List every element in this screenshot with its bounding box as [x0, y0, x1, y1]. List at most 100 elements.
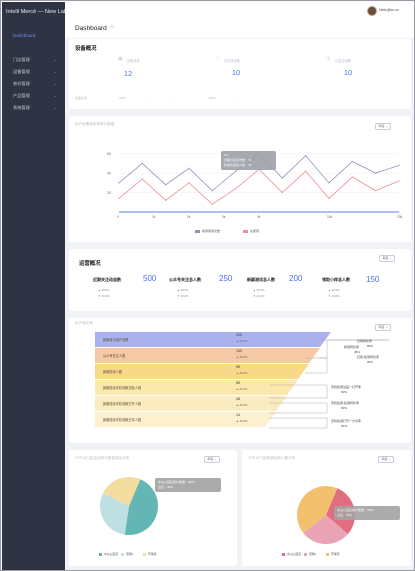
funnel-stage-value: 48: [236, 397, 240, 401]
chevron-down-icon: ⌄: [53, 57, 57, 62]
conversion-label: 扫码-检测转化率 90%: [357, 355, 379, 365]
funnel-stage-sub: ▲ 20.5%: [236, 419, 248, 423]
pie-slice: [297, 486, 338, 533]
pie-title: TOP10门店新颖检测人数分布: [248, 456, 296, 460]
conversion-bracket: [305, 357, 328, 374]
pie-chart: [100, 477, 159, 535]
funnel-stage: [95, 332, 331, 347]
sidebar-item-coupons[interactable]: 券价管理 ⌄: [13, 81, 61, 87]
chevron-down-icon[interactable]: ⌄: [169, 96, 172, 100]
funnel-stage-value: 200: [236, 333, 242, 337]
data-point: [141, 178, 143, 180]
legend-swatch: [304, 553, 307, 556]
stat-label: 设备总数: [127, 59, 140, 63]
tooltip-line: 占比：46%: [158, 485, 174, 489]
stat-value: 10: [343, 68, 353, 77]
funnel-stage: [95, 380, 298, 395]
dropdown-label: 年度: [382, 256, 389, 260]
pie-slice: [124, 479, 159, 535]
data-point: [165, 184, 167, 186]
data-point: [375, 172, 377, 174]
funnel-stage-label: 新颖检测人数: [103, 370, 123, 374]
x-tick-label: 10k: [327, 215, 333, 219]
avatar[interactable]: [367, 6, 377, 16]
conversion-label: 扫码转化率 80%: [357, 339, 373, 349]
tooltip-line: 近期日最高次数：78: [224, 158, 252, 162]
sidebar-item-dashboard[interactable]: Dashboard: [13, 33, 36, 38]
legend-swatch: [99, 553, 102, 556]
stat-label: 已激活设备: [335, 59, 351, 63]
funnel-stage-sub: ▲ 20.5%: [236, 371, 248, 375]
x-tick-label: 2k: [187, 215, 191, 219]
data-point: [328, 182, 330, 184]
conversion-name: 手机检测-检测转化率: [331, 401, 359, 405]
data-point: [281, 191, 283, 194]
y-tick-label: 20: [107, 191, 111, 195]
filter-value[interactable]: 8009: [209, 96, 216, 100]
ops-label: 公众号关注总人数: [169, 277, 201, 282]
legend-label: 南翔1: [309, 552, 317, 556]
legend-swatch: [195, 230, 200, 233]
funnel-stage-sub: ▲ 20.5%: [236, 387, 248, 391]
legend-swatch: [282, 553, 285, 556]
sidebar-item-stores[interactable]: 门店管理 ⌄: [13, 57, 61, 63]
sidebar: Intelli Mercé — New Lab Dashboard 门店管理 ⌄ …: [2, 2, 67, 570]
dropdown-label: 年度: [378, 124, 385, 128]
legend-label: 环球港: [331, 552, 340, 556]
ops-sub-value: 20.5%: [331, 288, 340, 292]
ops-value: 150: [366, 275, 380, 284]
stat-value: 10: [231, 68, 241, 77]
sidebar-item-label: 设备管理: [13, 69, 30, 74]
sidebar-item-devices[interactable]: 设备管理 ⌄: [13, 69, 61, 75]
data-point: [398, 180, 400, 182]
funnel-stage-sub: ▲ 20.5%: [236, 339, 248, 343]
data-point: [188, 167, 190, 169]
conversion-name: 手机检测试品一打开率: [331, 385, 362, 389]
chevron-down-icon: ⌄: [53, 81, 57, 86]
conversion-bracket: [269, 402, 328, 414]
trend-title: 用户设备使用率统计数据: [75, 122, 115, 126]
legend-label: 新颖使用次数: [202, 229, 221, 233]
ops-value: 250: [219, 274, 233, 283]
funnel-stage-value: 96: [236, 365, 240, 369]
chart-tooltip: 中山公园店用户数量：2000 占比：46%: [155, 478, 221, 492]
ops-sub-value: 10.0%: [331, 294, 340, 298]
chevron-down-icon[interactable]: ⌄: [146, 96, 149, 100]
legend-label: 中山公园店: [287, 552, 301, 556]
data-point: [235, 188, 237, 190]
filter-value[interactable]: 2402: [119, 96, 126, 100]
sidebar-item-products[interactable]: 产品管理 ⌄: [13, 93, 61, 99]
data-point: [211, 203, 213, 205]
ops-sub: ▼ 10.0%: [98, 294, 110, 298]
chart-tooltip: 9.6 近期日最高次数：78 新颖性活动人数：38: [221, 151, 276, 170]
year-dropdown[interactable]: 年度 ⌄: [204, 456, 220, 463]
ops-sub-value: 10.0%: [101, 294, 110, 298]
conversion-value: 90%: [341, 406, 348, 410]
chevron-down-icon[interactable]: ⌄: [236, 96, 239, 100]
year-dropdown[interactable]: 年度 ⌄: [379, 255, 395, 262]
sidebar-item-label: 系统管理: [13, 105, 30, 110]
data-point: [398, 164, 400, 166]
data-point: [351, 176, 353, 178]
year-dropdown[interactable]: 年度 ⌄: [375, 123, 391, 130]
year-dropdown[interactable]: 年度 ⌄: [375, 324, 391, 331]
sidebar-item-system[interactable]: 系统管理 ⌄: [13, 105, 61, 111]
ops-sub-value: 20.5%: [180, 288, 189, 292]
funnel-stage: [95, 364, 309, 379]
tooltip-line: 占比：46%: [337, 513, 353, 517]
ops-sub-value: 10.0%: [256, 294, 265, 298]
legend-swatch: [326, 553, 329, 556]
main-content: Hello@xx.cn Dashboard ⌂ 设备概况 ▣ 设备总数 12 ◠…: [65, 2, 414, 570]
stat-label: 已在线设备: [224, 59, 240, 63]
filter-label: 设备状态: [75, 96, 88, 100]
ops-sub-value: 10.0%: [180, 294, 189, 298]
data-point: [328, 197, 330, 199]
dropdown-label: 年度: [381, 457, 388, 461]
legend-swatch: [243, 230, 248, 233]
home-icon[interactable]: ⌂: [110, 24, 114, 30]
conversion-label: 手机检测打开一分享率 90%: [331, 419, 361, 429]
user-email[interactable]: Hello@xx.cn: [379, 8, 399, 12]
conversion-value: 48%: [354, 350, 361, 354]
year-dropdown[interactable]: 年度 ⌄: [378, 456, 394, 463]
